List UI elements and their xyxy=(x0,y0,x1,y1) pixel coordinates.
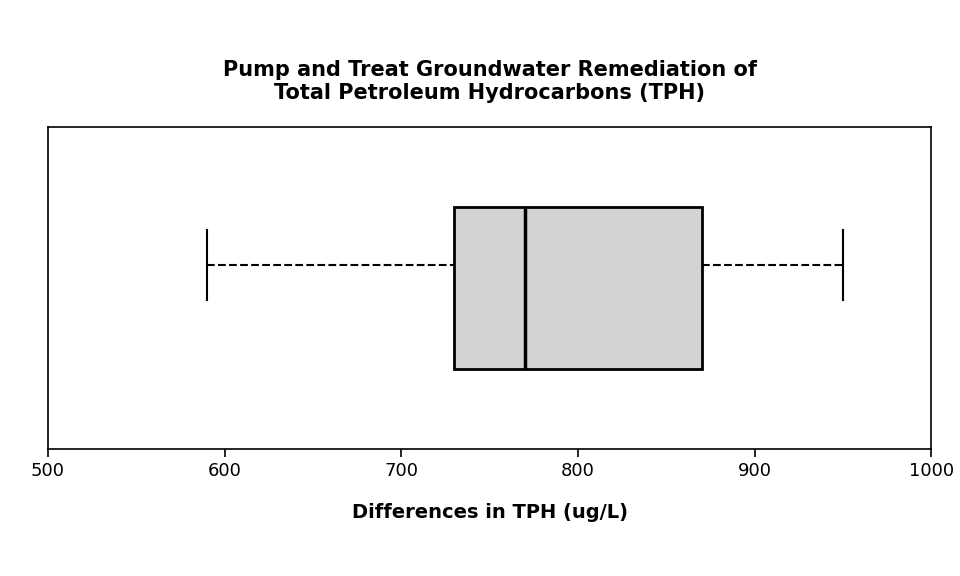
Title: Pump and Treat Groundwater Remediation of
Total Petroleum Hydrocarbons (TPH): Pump and Treat Groundwater Remediation o… xyxy=(223,60,756,103)
FancyBboxPatch shape xyxy=(454,207,702,369)
X-axis label: Differences in TPH (ug/L): Differences in TPH (ug/L) xyxy=(351,503,628,522)
